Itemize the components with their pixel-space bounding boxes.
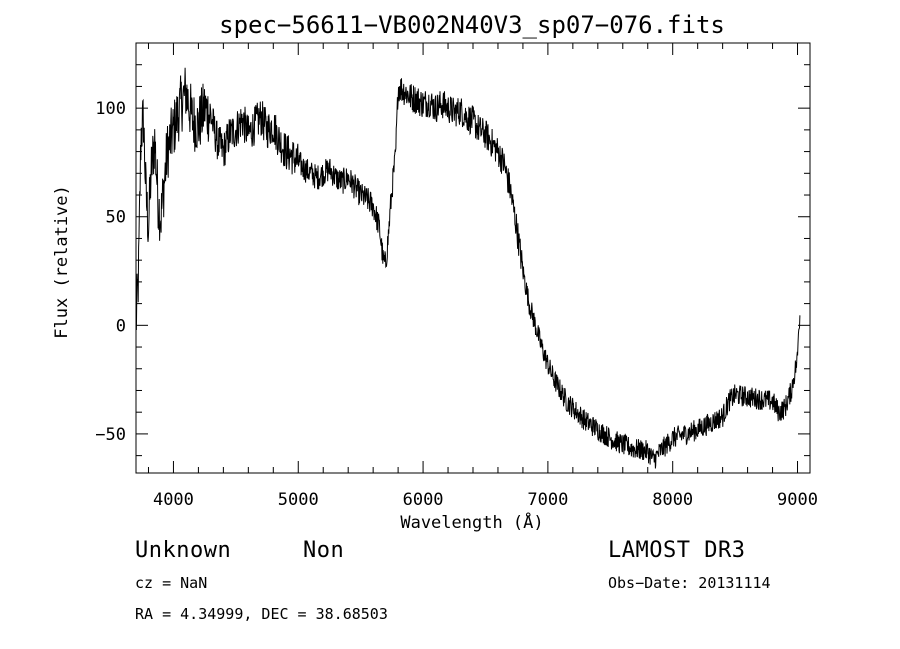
survey-name: LAMOST DR3 [608, 538, 746, 563]
y-axis-label: Flux (relative) [52, 185, 72, 339]
y-tick-label: 0 [116, 316, 126, 336]
object-subclass: Non [303, 538, 345, 563]
x-tick-labels: 4000 5000 6000 7000 8000 9000 [153, 490, 818, 510]
x-tick-label: 9000 [777, 490, 818, 510]
spectrum-line [135, 67, 801, 469]
y-tick-label: 50 [106, 208, 126, 228]
x-tick-label: 5000 [278, 490, 319, 510]
chart-title: spec−56611−VB002N40V3_sp07−076.fits [219, 11, 725, 39]
obs-date: Obs−Date: 20131114 [608, 574, 771, 592]
y-tick-labels: −50 0 50 100 [95, 99, 126, 445]
redshift-cz: cz = NaN [135, 574, 208, 592]
x-axis-label: Wavelength (Å) [400, 511, 543, 533]
object-class: Unknown [135, 538, 232, 563]
x-tick-label: 6000 [403, 490, 444, 510]
x-tick-label: 7000 [527, 490, 568, 510]
coordinates: RA = 4.34999, DEC = 38.68503 [135, 605, 388, 623]
x-tick-label: 4000 [153, 490, 194, 510]
y-tick-label: 100 [95, 99, 126, 119]
x-tick-label: 8000 [652, 490, 693, 510]
y-tick-label: −50 [95, 425, 126, 445]
